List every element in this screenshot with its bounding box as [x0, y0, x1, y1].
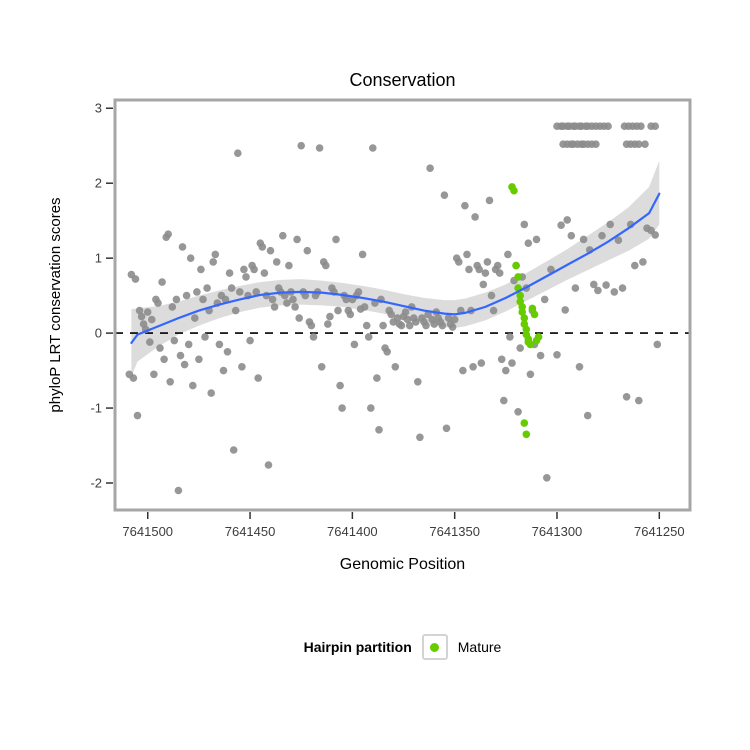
chart-title: Conservation: [349, 70, 456, 90]
legend-key: [421, 634, 448, 660]
confidence-band: [131, 160, 660, 377]
legend: Hairpin partition Mature: [115, 634, 690, 660]
y-tick-label: -1: [90, 401, 102, 416]
y-tick-label: 0: [95, 326, 102, 341]
x-tick-label: 7641450: [225, 524, 276, 539]
legend-item-label-mature: Mature: [457, 639, 502, 655]
conservation-scatter-plot: 7641500 7641450 7641400 7641350 7641300 76412…: [90, 98, 692, 539]
points-other: [125, 122, 662, 495]
mature-point-icon: [430, 642, 440, 652]
y-tick-label: -2: [90, 476, 102, 491]
y-tick-label: 3: [95, 101, 102, 116]
plot-area: [115, 122, 690, 495]
x-tick-label: 7641350: [429, 524, 480, 539]
axes: 7641500 7641450 7641400 7641350 7641300 76412…: [90, 101, 684, 539]
x-tick-label: 7641250: [634, 524, 685, 539]
smooth-line: [130, 192, 661, 344]
x-tick-label: 7641500: [122, 524, 173, 539]
y-tick-label: 1: [95, 251, 102, 266]
legend-title: Hairpin partition: [303, 639, 412, 655]
x-tick-label: 7641400: [327, 524, 378, 539]
panel-border: [113, 98, 692, 512]
x-axis-label: Genomic Position: [339, 556, 466, 573]
points-mature: [508, 183, 543, 439]
x-tick-label: 7641300: [532, 524, 583, 539]
y-tick-label: 2: [95, 176, 102, 191]
